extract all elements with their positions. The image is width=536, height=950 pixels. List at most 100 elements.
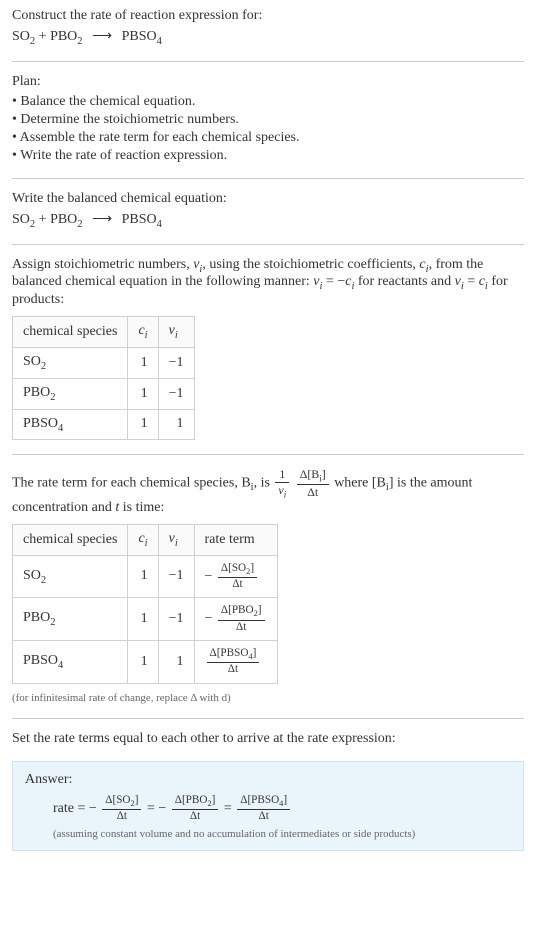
reactant-2: PBO2 <box>50 29 82 44</box>
table-row: SO2 1 −1 <box>13 347 195 378</box>
answer-frac: Δ[PBO2] Δt <box>172 794 219 824</box>
product-1-sub: 4 <box>157 219 162 230</box>
intro-section: Construct the rate of reaction expressio… <box>12 8 524 47</box>
sp: PBSO <box>23 653 58 668</box>
c-cell: 1 <box>128 641 158 684</box>
reactant-2-sym: PBO <box>50 212 77 227</box>
eq1-eq: = − <box>322 274 345 289</box>
reactant-2: PBO2 <box>50 212 82 227</box>
assign-p2: , using the stoichiometric coefficients, <box>202 257 419 272</box>
answer-note: (assuming constant volume and no accumul… <box>53 828 511 840</box>
frac-delta-b: Δ[Bi] Δt <box>297 467 329 499</box>
sign: − <box>89 801 97 816</box>
product-1: PBSO4 <box>122 29 162 44</box>
num-post: ] <box>253 647 257 659</box>
nu-cell: −1 <box>158 598 194 641</box>
stoich-table: chemical species ci νi SO2 1 −1 PBO2 1 −… <box>12 316 195 440</box>
species-cell: SO2 <box>13 555 128 598</box>
db-pre: Δ[B <box>300 467 320 481</box>
eq1-rhs-wrap: ci <box>345 274 354 289</box>
sp-sub: 4 <box>58 422 63 433</box>
sub-i: i <box>145 330 148 341</box>
plan-item: • Write the rate of reaction expression. <box>12 148 524 164</box>
frac-den: Δt <box>102 810 141 823</box>
plan-section: Plan: • Balance the chemical equation. •… <box>12 74 524 164</box>
answer-frac: Δ[SO2] Δt <box>102 794 141 824</box>
rate-term-cell: − Δ[PBO2] Δt <box>194 598 277 641</box>
reactant-2-sub: 2 <box>77 36 82 47</box>
eq2: νi <box>455 274 464 289</box>
sp-sub: 4 <box>58 660 63 671</box>
species-cell: PBO2 <box>13 378 128 409</box>
sub-i: i <box>175 330 178 341</box>
sp: PBO <box>23 610 50 625</box>
rate-footnote: (for infinitesimal rate of change, repla… <box>12 692 524 704</box>
c-symbol: ci <box>419 257 428 272</box>
num-post: ] <box>212 794 216 806</box>
divider <box>12 61 524 62</box>
sign: − <box>158 801 166 816</box>
final-section: Set the rate terms equal to each other t… <box>12 731 524 747</box>
eq2-rhs-wrap: ci <box>479 274 488 289</box>
frac-num: Δ[Bi] <box>297 467 329 485</box>
table-header-row: chemical species ci νi <box>13 317 195 348</box>
plus-1: + <box>35 29 50 44</box>
c-cell: 1 <box>128 598 158 641</box>
plan-heading: Plan: <box>12 74 524 90</box>
c-cell: 1 <box>128 409 158 440</box>
rt-p1: The rate term for each chemical species,… <box>12 476 251 491</box>
sp: SO <box>23 354 41 369</box>
sub-i: i <box>145 538 148 549</box>
reaction-arrow-icon: ⟶ <box>92 29 112 44</box>
frac-den: νi <box>275 483 289 500</box>
num-post: ] <box>258 604 262 616</box>
col-species: chemical species <box>13 524 128 555</box>
answer-frac: Δ[PBSO4] Δt <box>237 794 290 824</box>
num-pre: Δ[PBO <box>175 794 208 806</box>
sp-sub: 2 <box>41 574 46 585</box>
sub-i: i <box>175 538 178 549</box>
reactant-1: SO2 <box>12 212 35 227</box>
eq-sep: = <box>147 801 158 816</box>
sp-sub: 2 <box>50 617 55 628</box>
frac-den: Δt <box>207 663 260 676</box>
nu-cell: 1 <box>158 641 194 684</box>
answer-box: Answer: rate = − Δ[SO2] Δt = − Δ[PBO2] Δ… <box>12 761 524 851</box>
reactant-1-sym: SO <box>12 29 30 44</box>
col-species: chemical species <box>13 317 128 348</box>
rate-term-table: chemical species ci νi rate term SO2 1 −… <box>12 524 278 684</box>
plan-item: • Balance the chemical equation. <box>12 94 524 110</box>
sign: − <box>205 568 213 583</box>
nu-cell: −1 <box>158 555 194 598</box>
species-cell: PBSO4 <box>13 641 128 684</box>
table-row: PBSO4 1 1 <box>13 409 195 440</box>
frac-num: Δ[SO2] <box>218 562 257 578</box>
table-row: SO2 1 −1 − Δ[SO2] Δt <box>13 555 278 598</box>
frac-den: Δt <box>297 485 329 499</box>
table-row: PBO2 1 −1 <box>13 378 195 409</box>
frac-num: Δ[SO2] <box>102 794 141 810</box>
frac-den: Δt <box>172 810 219 823</box>
reactant-1: SO2 <box>12 29 35 44</box>
num-post: ] <box>283 794 287 806</box>
col-ci: ci <box>128 317 158 348</box>
nu-cell: −1 <box>158 347 194 378</box>
nu-symbol: νi <box>193 257 202 272</box>
reactant-2-sym: PBO <box>50 29 77 44</box>
sign: − <box>205 611 213 626</box>
rate-term-section: The rate term for each chemical species,… <box>12 467 524 703</box>
answer-equation: rate = − Δ[SO2] Δt = − Δ[PBO2] Δt = Δ[PB… <box>53 794 511 824</box>
table-row: PBO2 1 −1 − Δ[PBO2] Δt <box>13 598 278 641</box>
num-pre: Δ[SO <box>221 562 246 574</box>
eq-sep: = <box>224 801 235 816</box>
num-post: ] <box>135 794 139 806</box>
frac-num: Δ[PBO2] <box>172 794 219 810</box>
intro-title: Construct the rate of reaction expressio… <box>12 8 524 24</box>
rate-term-cell: − Δ[SO2] Δt <box>194 555 277 598</box>
frac-den: Δt <box>218 578 257 591</box>
frac-num: Δ[PBSO4] <box>207 647 260 663</box>
product-1-sym: PBSO <box>122 212 157 227</box>
assign-text: Assign stoichiometric numbers, νi, using… <box>12 257 524 309</box>
plan-list: • Balance the chemical equation. • Deter… <box>12 94 524 164</box>
product-1: PBSO4 <box>122 212 162 227</box>
